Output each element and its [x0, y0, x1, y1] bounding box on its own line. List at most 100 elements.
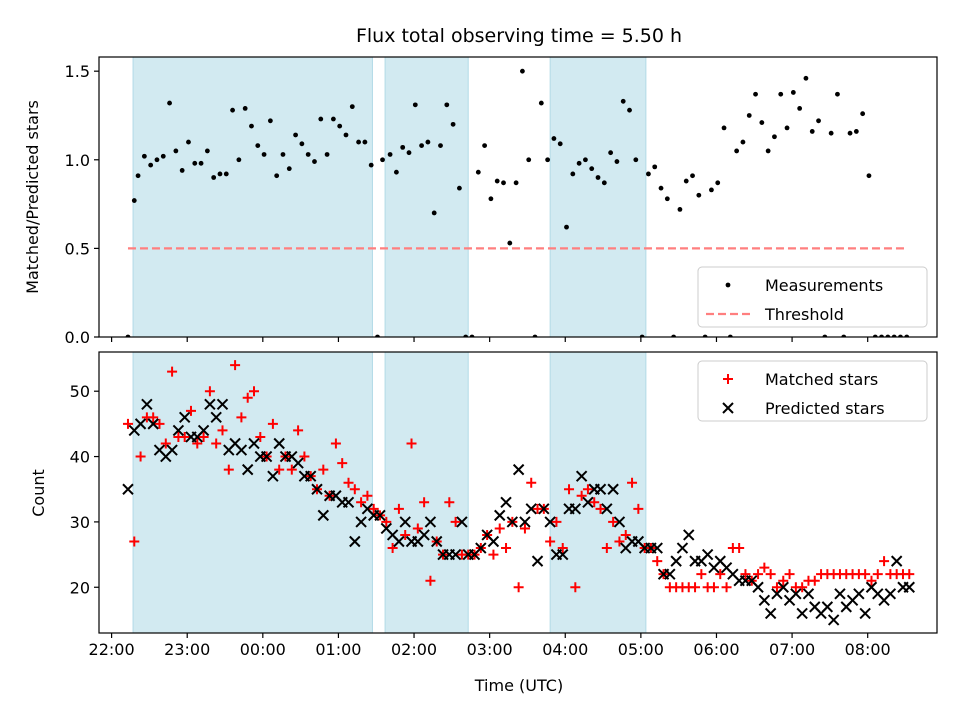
- matched-star-point: [198, 431, 209, 442]
- measurement-point: [204, 148, 210, 154]
- measurement-point: [337, 123, 343, 129]
- x-tick-label: 02:00: [391, 640, 437, 659]
- top-legend-box: [697, 266, 928, 328]
- matched-star-point: [450, 516, 461, 527]
- measurement-point: [299, 141, 305, 147]
- predicted-star-point: [355, 516, 367, 528]
- measurement-point: [608, 150, 614, 156]
- measurement-point: [457, 185, 462, 191]
- predicted-star-point: [456, 516, 468, 528]
- top-shaded-interval-1: [384, 57, 469, 337]
- measurement-point: [507, 240, 513, 246]
- top-y-tick-label: 0.0: [65, 328, 90, 347]
- predicted-star-point: [531, 555, 544, 567]
- matched-star-point: [179, 431, 190, 442]
- matched-star-point: [148, 412, 159, 423]
- measurement-point: [595, 175, 601, 180]
- top-legend: Measurements Threshold: [697, 266, 928, 328]
- measurement-point: [790, 90, 796, 95]
- measurement-point: [803, 75, 809, 81]
- matched-star-point: [526, 477, 537, 488]
- measurement-point: [419, 143, 424, 149]
- predicted-star-point: [147, 418, 159, 430]
- measurement-point: [160, 153, 166, 159]
- matched-star-point: [368, 503, 379, 514]
- predicted-star-point: [210, 411, 222, 424]
- matched-star-point: [570, 582, 581, 593]
- measurement-point: [847, 130, 853, 136]
- measurement-point: [526, 157, 532, 163]
- x-tick-label: 05:00: [618, 640, 664, 659]
- matched-star-point: [337, 458, 348, 469]
- matched-star-point: [715, 569, 726, 580]
- matched-star-point: [740, 569, 751, 580]
- measurement-point: [589, 166, 595, 172]
- measurement-point: [324, 152, 330, 157]
- matched-star-point: [633, 503, 644, 514]
- measurement-point: [131, 198, 137, 203]
- measurement-point: [425, 139, 431, 145]
- matched-star-point: [488, 549, 499, 560]
- bottom-legend-box: [697, 360, 928, 422]
- matched-star-point: [154, 418, 165, 429]
- measurement-point: [853, 129, 859, 134]
- matched-star-point: [406, 438, 417, 449]
- matched-star-point: [797, 582, 808, 593]
- legend-matched-marker: [723, 374, 733, 384]
- measurement-point: [513, 180, 519, 186]
- predicted-star-point: [582, 496, 594, 509]
- predicted-star-point: [304, 470, 317, 482]
- predicted-star-point: [431, 535, 443, 548]
- predicted-star-point: [821, 601, 834, 613]
- predicted-star-point: [500, 496, 512, 509]
- predicted-star-point: [525, 503, 537, 515]
- matched-star-point: [872, 569, 883, 580]
- predicted-star-point: [601, 503, 613, 515]
- predicted-star-point: [273, 437, 285, 450]
- measurement-point: [286, 166, 292, 172]
- measurement-point: [740, 139, 746, 145]
- matched-star-point: [608, 516, 619, 527]
- measurement-point: [709, 187, 714, 193]
- top-axes-frame: [98, 56, 938, 338]
- matched-star-point: [129, 536, 140, 547]
- measurement-point: [721, 125, 727, 131]
- measurement-point: [809, 129, 815, 134]
- predicted-star-point: [859, 607, 871, 620]
- legend-label: Measurements: [765, 276, 883, 295]
- matched-star-point: [362, 490, 373, 501]
- matched-star-point: [356, 497, 367, 508]
- x-tick-label: 04:00: [542, 640, 588, 659]
- predicted-star-point: [178, 411, 191, 424]
- predicted-star-point: [374, 509, 386, 522]
- bottom-y-tick-label: 40: [70, 448, 90, 467]
- matched-star-point: [286, 464, 297, 475]
- predicted-star-point: [538, 503, 550, 515]
- measurement-point: [696, 192, 702, 198]
- predicted-star-point: [670, 555, 682, 567]
- bottom-y-axis-label: Count: [29, 469, 48, 517]
- chart-title: Flux total observing time = 5.50 h: [356, 25, 682, 47]
- predicted-star-point: [204, 398, 216, 410]
- predicted-star-point: [758, 594, 771, 607]
- measurement-point: [242, 105, 248, 111]
- matched-star-point: [557, 543, 568, 554]
- matched-star-point: [318, 464, 329, 475]
- matched-star-point: [167, 366, 178, 377]
- matched-star-point: [582, 484, 593, 495]
- measurement-point: [380, 157, 385, 163]
- measurement-point: [570, 171, 576, 177]
- predicted-star-point: [267, 470, 279, 482]
- predicted-star-point: [393, 535, 405, 548]
- predicted-star-point: [890, 555, 903, 567]
- measurement-point: [778, 91, 784, 97]
- measurement-point: [293, 132, 298, 138]
- predicted-star-point: [342, 496, 355, 509]
- matched-star-point: [501, 543, 512, 554]
- measurement-point: [249, 123, 254, 129]
- measurement-point: [664, 196, 670, 202]
- predicted-star-point: [399, 516, 411, 528]
- predicted-star-point: [166, 444, 178, 456]
- measurement-point: [835, 91, 840, 97]
- matched-star-point: [904, 569, 915, 580]
